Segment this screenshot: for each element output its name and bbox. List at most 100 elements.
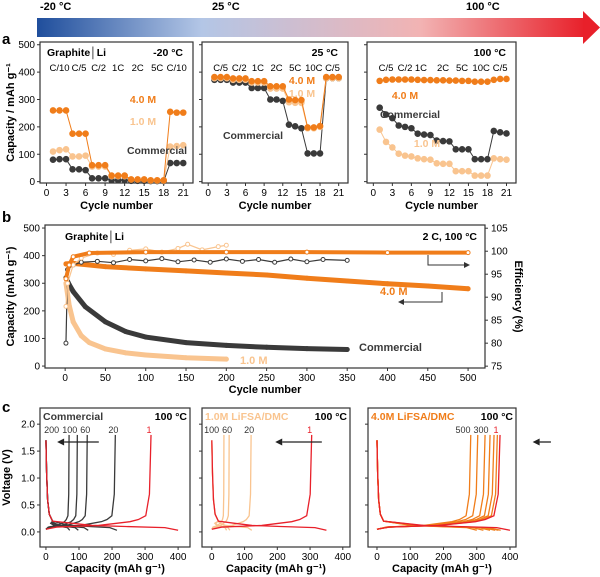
capacity-point [223,270,229,276]
efficiency-point [384,250,390,256]
chart-c3: 0 100 200 300 400 Capacity (mAh g⁻¹) 4.0M LiFS… [365,407,551,575]
efficiency-point [110,260,116,266]
data-point [490,127,498,135]
efficiency-point [256,256,262,262]
x-tick-label: 18 [482,188,494,199]
data-point [439,137,447,145]
data-point [401,76,409,83]
data-point [248,84,256,92]
series-label: Commercial [359,342,422,354]
data-point [433,159,441,167]
data-point [69,130,76,138]
data-point [310,150,318,157]
x-tick-label: 0 [209,552,215,563]
data-point [134,176,141,183]
data-point [490,155,498,162]
capacity-point [70,289,76,295]
voltage-profile-cycle-500 [376,434,472,530]
x-tick-label: 12 [444,188,456,199]
cycle-label: 60 [222,425,232,435]
capacity-point [344,347,350,353]
data-point [414,76,422,84]
panel-label-c: c [2,399,10,416]
x-tick-label: 200 [435,552,452,563]
rate-label: 5C [151,63,163,74]
voltage-profile-cycle-60 [211,434,230,530]
plot-frame [39,407,191,548]
arrow-head-icon [398,299,404,305]
voltage-profile-cycle-20 [45,440,118,531]
capacity-line [63,260,471,292]
rate-label: C/5 [72,63,87,74]
data-point [408,153,415,160]
x-tick-label: 0 [43,552,49,563]
data-point [389,144,396,151]
y-tick-label: 400 [18,68,35,79]
efficiency-line [65,257,348,344]
x-tick-label: 350 [339,373,356,384]
data-point [490,76,498,84]
data-point [433,137,441,144]
data-point [427,131,434,139]
data-point [376,104,383,112]
data-point [267,96,274,103]
capacity-point [143,266,149,272]
rate-label: C/5 [493,63,508,74]
x-tick-label: 15 [296,188,308,199]
rate-label: 5C [289,63,301,74]
x-tick-label: 21 [501,188,513,199]
plot-frame [44,224,486,369]
data-point [446,160,453,168]
chart-a1: 0 3 6 9 12 15 18 21 0 100 200 300 400 500 Cycle number… [5,40,194,212]
voltage-profile-cycle-n [376,440,484,531]
data-point [382,76,390,84]
data-point [223,73,231,81]
efficiency-point [159,256,165,262]
voltage-profile-cycle-200 [45,440,71,531]
plot-frame [201,407,351,548]
data-point [285,96,293,103]
data-point [179,109,187,116]
efficiency-point [175,245,181,251]
rate-label: C/5 [213,63,228,74]
efficiency-point [288,256,294,262]
x-tick-label: 400 [170,552,187,563]
data-point [179,141,187,149]
y2-tick-label: 100 [491,247,508,258]
efficiency-point [143,249,149,255]
plot-frame [367,407,517,548]
y-axis-label: Capacity / mAh g⁻¹ [5,63,17,162]
temp-label-high: 100 °C [466,1,500,13]
cycle-label: 200 [44,425,59,435]
data-point [484,78,491,85]
capacity-point [123,329,129,335]
y-tick-label: 500 [23,224,40,235]
voltage-profile-cycle-100 [45,434,78,530]
data-point [414,155,422,162]
cycle-label: 1 [307,425,312,435]
rate-label: C/5 [379,63,394,74]
data-point [248,77,256,85]
y-tick-label: 0.5 [21,500,35,511]
y2-tick-label: 90 [491,293,503,304]
data-point [304,150,311,157]
x-tick-label: 300 [468,552,485,563]
data-point [465,167,472,175]
rate-label: C/10 [167,63,187,74]
y-tick-label: 200 [18,122,35,133]
x-tick-label: 50 [100,373,112,384]
capacity-point [82,304,88,310]
data-point [101,175,109,182]
temperature-gradient [37,18,585,37]
efficiency-point [185,241,191,247]
x-tick-label: 400 [502,552,519,563]
x-tick-label: 18 [158,188,170,199]
series-label: 1.0 M [289,88,316,100]
x-tick-label: 9 [428,188,434,199]
data-point [304,124,311,131]
data-point [260,84,268,92]
data-point [427,76,434,84]
voltage-profile-cycle-1 [211,434,313,530]
data-point [267,83,274,90]
capacity-point [102,346,108,352]
